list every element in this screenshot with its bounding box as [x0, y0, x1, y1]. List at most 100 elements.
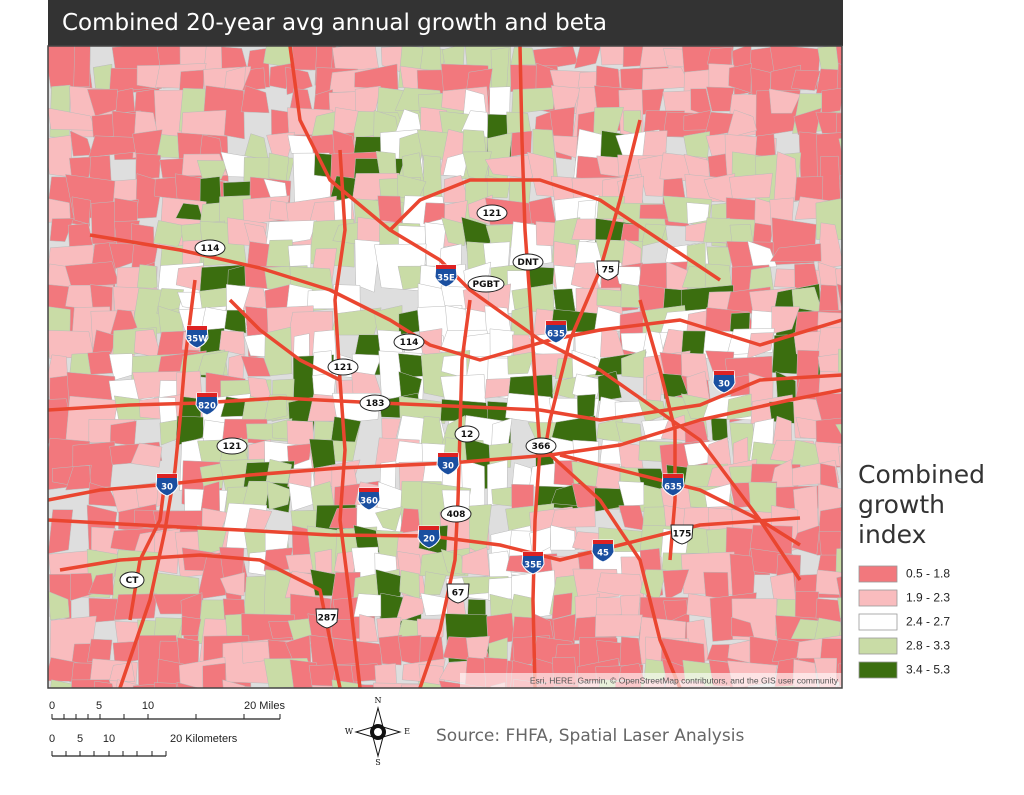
road-shield: 35W — [185, 325, 209, 349]
tract — [858, 65, 886, 94]
tract — [859, 702, 887, 732]
road-shield: 121 — [327, 358, 359, 376]
shield-body — [434, 264, 458, 288]
tract — [330, 416, 362, 443]
tract — [835, 423, 842, 437]
tract — [821, 87, 842, 114]
tract — [378, 634, 403, 666]
shield-body — [436, 452, 460, 476]
road-shield: 175 — [670, 524, 694, 545]
scale-label: 20 Miles — [244, 700, 285, 712]
scale-label: 5 — [77, 733, 83, 745]
tract — [840, 373, 842, 395]
tract — [181, 616, 202, 636]
tract — [597, 370, 622, 402]
road-label: 121 — [483, 209, 502, 219]
tract — [462, 688, 507, 705]
tract — [513, 708, 558, 727]
shield-top — [157, 474, 177, 478]
tract — [861, 110, 888, 161]
road-label: 114 — [201, 244, 220, 254]
tract — [843, 242, 888, 267]
shield-body — [544, 320, 568, 344]
road-shield: 114 — [393, 333, 425, 351]
legend-label: 0.5 - 1.8 — [906, 567, 950, 581]
shield-body — [454, 425, 480, 443]
map-title: Combined 20-year avg annual growth and b… — [48, 0, 843, 46]
road-shield: 635 — [661, 473, 685, 497]
road — [288, 46, 802, 581]
road-label: 820 — [198, 402, 216, 412]
road-label: 20 — [423, 535, 435, 545]
road-label: 121 — [334, 363, 353, 373]
road-shield: 30 — [436, 452, 460, 476]
road — [128, 479, 167, 621]
shield-body — [661, 473, 685, 497]
tract — [219, 330, 246, 356]
tract — [71, 196, 91, 225]
tract — [859, 262, 880, 315]
road — [228, 298, 341, 382]
tract — [199, 704, 229, 729]
road-shield: 67 — [446, 583, 470, 604]
shield-body — [525, 437, 557, 455]
tract — [726, 109, 758, 139]
source: Source: FHFA, Spatial Laser Analysis — [436, 726, 745, 746]
road-shield: 366 — [525, 437, 557, 455]
tract — [815, 111, 842, 134]
road-label: 30 — [161, 483, 173, 493]
road — [418, 299, 472, 688]
tract — [87, 638, 113, 663]
shield-top — [714, 371, 734, 375]
tract — [441, 217, 469, 247]
tract — [550, 506, 596, 528]
scale-label: 0 — [49, 733, 55, 745]
legend-swatch — [858, 637, 898, 655]
shield-body — [596, 260, 620, 281]
tract — [240, 355, 271, 377]
shield-body — [393, 333, 425, 351]
tract — [177, 702, 203, 733]
tract — [595, 614, 643, 637]
road — [543, 119, 682, 688]
shield-top — [197, 393, 217, 397]
shield-body — [512, 253, 544, 271]
tract — [862, 90, 888, 117]
attribution-bg — [460, 673, 842, 688]
shield-top — [593, 540, 613, 544]
shield-body — [327, 358, 359, 376]
shield-body — [476, 204, 508, 222]
road-label: 35E — [524, 561, 542, 571]
road-label: 45 — [597, 549, 609, 559]
road-shield: 121 — [476, 204, 508, 222]
attribution: Esri, HERE, Garmin, © OpenStreetMap cont… — [530, 675, 839, 685]
tract — [286, 687, 303, 688]
road-label: 12 — [461, 430, 474, 440]
tract — [728, 63, 752, 94]
shield-body — [712, 370, 736, 394]
road-label: 287 — [318, 614, 337, 624]
road-label: PGBT — [473, 280, 501, 290]
tract — [73, 46, 91, 88]
legend-swatch — [858, 661, 898, 679]
shield-body — [417, 525, 441, 549]
shield-top — [187, 326, 207, 330]
road — [388, 178, 721, 282]
tract — [507, 351, 536, 375]
tract — [860, 199, 883, 245]
road-shield: 287 — [315, 608, 339, 629]
shield-body — [591, 539, 615, 563]
legend-label: 2.4 - 2.7 — [906, 615, 950, 629]
shield-top — [663, 474, 683, 478]
tract — [836, 685, 842, 688]
tract — [862, 396, 887, 416]
tract — [510, 46, 537, 66]
compass-letter: N — [375, 696, 382, 705]
tract — [864, 305, 889, 336]
tract — [837, 597, 842, 619]
tract — [858, 180, 886, 196]
tract — [791, 69, 821, 91]
tract — [158, 708, 184, 752]
tract — [857, 372, 883, 400]
